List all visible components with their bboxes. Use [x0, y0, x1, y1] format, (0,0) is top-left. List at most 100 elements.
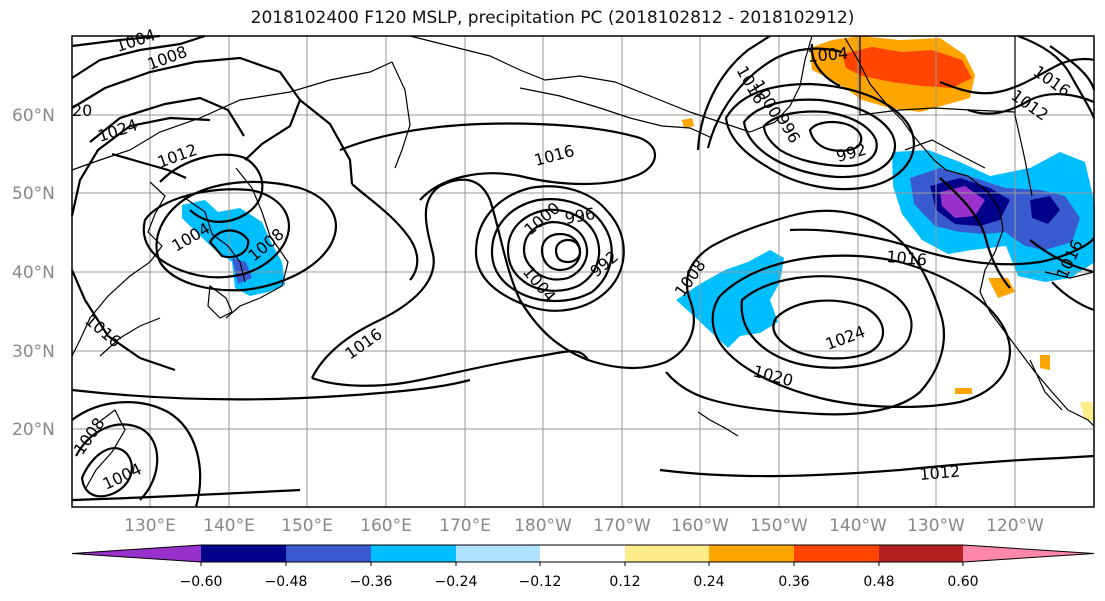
- mslp-contour: [939, 177, 1011, 289]
- coastline: [181, 195, 246, 283]
- colorbar-tick-label: 0.48: [863, 574, 894, 590]
- precip-area: [988, 278, 1015, 298]
- coastline: [1044, 271, 1095, 279]
- colorbar-tick-label: −0.60: [180, 574, 223, 590]
- contour-label: 1024: [95, 115, 140, 146]
- lon-label: 170°E: [439, 516, 491, 536]
- colorbar: [71, 544, 1095, 566]
- map-frame: [71, 35, 1095, 508]
- precip-area: [1030, 196, 1060, 224]
- mslp-contour: [155, 180, 337, 292]
- mslp-contour: [71, 488, 301, 502]
- mslp-contour: [142, 188, 290, 279]
- mslp-contour: [75, 423, 159, 501]
- precipitation-shading: [182, 36, 1095, 422]
- lon-label: 160°E: [360, 516, 412, 536]
- coastline: [225, 167, 289, 319]
- mslp-contour: [540, 232, 582, 272]
- colorbar-tick-label: 0.36: [778, 574, 809, 590]
- lon-label: 130°W: [907, 516, 965, 536]
- mslp-contour: [1017, 34, 1096, 119]
- mslp-contour: [554, 238, 582, 264]
- mslp-contour: [89, 96, 245, 143]
- coastline: [71, 181, 166, 357]
- coastline: [1029, 359, 1063, 411]
- contour-label: 1016: [341, 324, 385, 363]
- mslp-contour: [724, 82, 915, 191]
- lon-label: 120°W: [986, 516, 1044, 536]
- contour-label: 996: [563, 204, 596, 228]
- mslp-contour: [772, 299, 885, 360]
- mslp-contour: [71, 34, 206, 79]
- precip-area: [1080, 402, 1095, 422]
- lon-label: 140°E: [203, 516, 255, 536]
- mslp-contour: [740, 275, 913, 369]
- lon-label: 180°W: [514, 516, 572, 536]
- contour-label: 1012: [919, 462, 961, 484]
- mslp-contour: [208, 229, 250, 259]
- mslp-contour: [808, 120, 863, 152]
- lat-label: 60°N: [12, 106, 55, 126]
- mslp-contour: [506, 208, 601, 292]
- mslp-contour: [299, 99, 354, 185]
- coastline: [519, 87, 713, 139]
- mslp-contour: [351, 183, 419, 281]
- mslp-contour: [696, 35, 771, 151]
- lat-label: 20°N: [12, 420, 55, 440]
- colorbar-tick-label: −0.36: [350, 574, 393, 590]
- colorbar-segment: [625, 545, 709, 562]
- mslp-contour: [490, 198, 613, 302]
- coastline: [1014, 36, 1033, 197]
- colorbar-segment: [286, 545, 371, 562]
- mslp-contour: [706, 47, 843, 149]
- precip-area: [842, 47, 972, 88]
- contour-label: 1016: [81, 311, 124, 352]
- mslp-contour: [762, 110, 878, 168]
- precip-area: [955, 388, 972, 394]
- latitude-labels: 60°N 50°N 40°N 30°N 20°N: [12, 106, 55, 440]
- colorbar-segment: [201, 545, 286, 562]
- contour-label: 1016: [886, 247, 928, 269]
- colorbar-segment: [456, 545, 540, 562]
- mslp-contour: [1049, 45, 1096, 91]
- longitude-labels: 130°E 140°E 150°E 160°E 170°E 180°W 170°…: [124, 516, 1044, 536]
- lat-label: 30°N: [12, 342, 55, 362]
- colorbar-tick-label: 0.24: [693, 574, 724, 590]
- colorbar-tick-label: −0.48: [265, 574, 308, 590]
- mslp-contour: [659, 454, 1095, 478]
- mslp-contour: [711, 254, 1011, 409]
- coastline: [697, 411, 739, 437]
- colorbar-tick-label: −0.12: [519, 574, 562, 590]
- lon-label: 150°E: [281, 516, 333, 536]
- colorbar-segment: [371, 545, 456, 562]
- coastline: [391, 61, 411, 169]
- colorbar-extend-high: [963, 545, 1094, 562]
- lat-label: 40°N: [12, 263, 55, 283]
- mslp-contour: [1051, 281, 1095, 312]
- map-title: 2018102400 F120 MSLP, precipitation PC (…: [250, 8, 855, 28]
- contour-label: 1024: [823, 322, 868, 354]
- lat-label: 50°N: [12, 184, 55, 204]
- colorbar-tick-label: −0.24: [435, 574, 478, 590]
- mslp-contour: [80, 447, 133, 498]
- mslp-contour: [71, 378, 471, 401]
- colorbar-segment: [540, 545, 625, 562]
- contour-label: 1012: [1008, 86, 1052, 125]
- precip-area: [940, 186, 985, 218]
- coastlines: [71, 35, 1095, 489]
- lon-label: 160°W: [671, 516, 729, 536]
- coastline: [207, 284, 233, 319]
- lon-label: 130°E: [124, 516, 176, 536]
- coastline: [844, 37, 1004, 231]
- mslp-contour: [1029, 239, 1095, 274]
- lon-label: 140°W: [829, 516, 887, 536]
- mslp-contour: [810, 43, 841, 87]
- coastline: [904, 139, 986, 169]
- mslp-contour: [70, 269, 176, 372]
- coastline: [859, 36, 1016, 116]
- contour-label: 1004: [807, 44, 849, 66]
- contour-label: 20: [72, 101, 92, 120]
- mslp-contour: [311, 350, 589, 387]
- coastline: [85, 409, 126, 489]
